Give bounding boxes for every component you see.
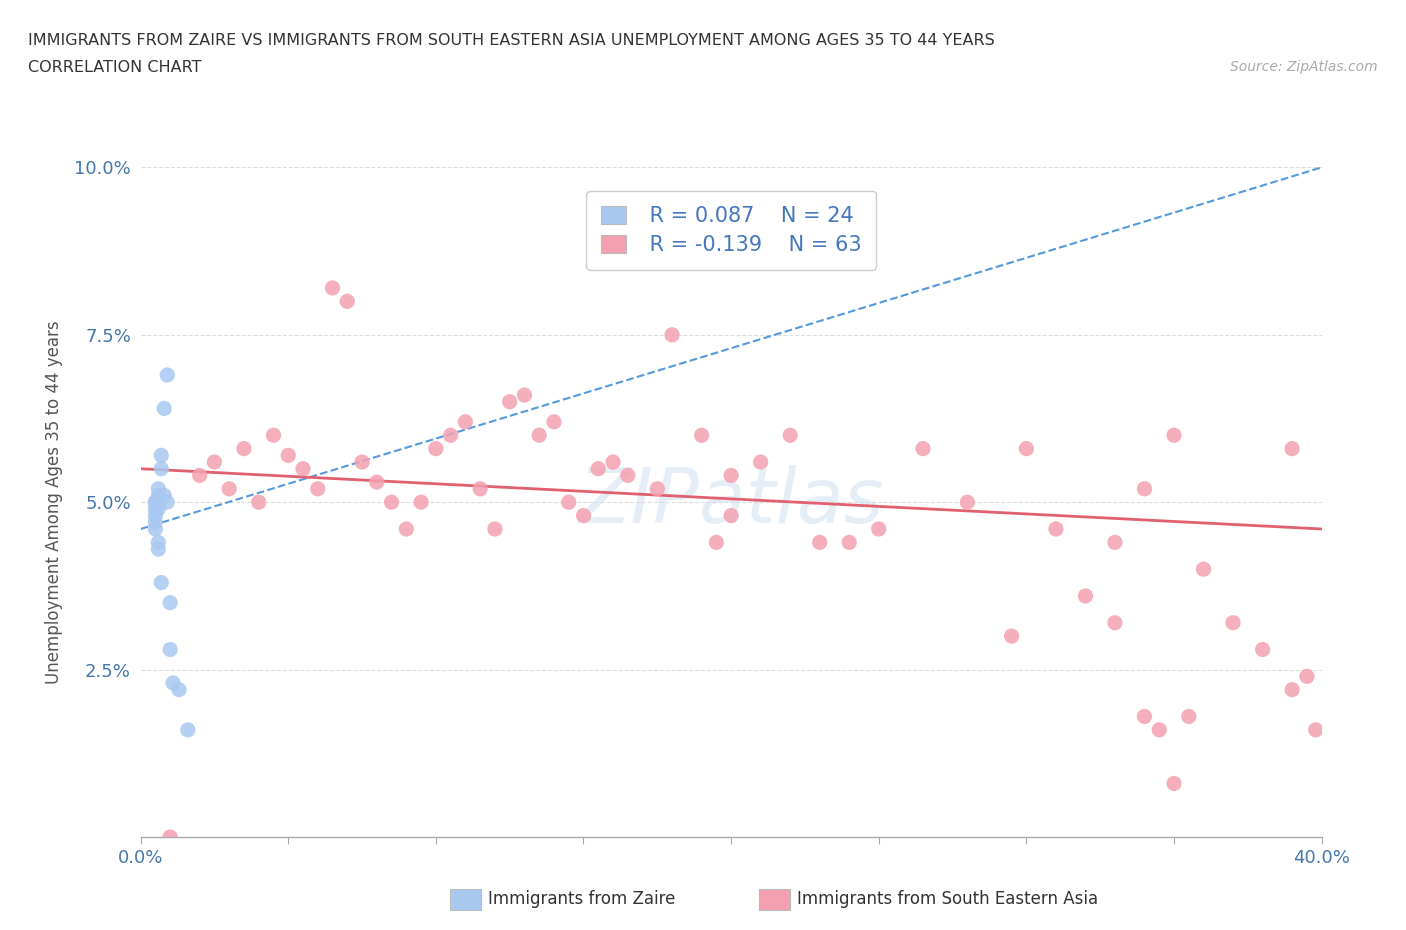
Point xyxy=(557,495,581,510)
Point xyxy=(425,441,447,456)
Point xyxy=(292,461,315,476)
Point xyxy=(513,388,536,403)
Point xyxy=(145,515,166,530)
Point xyxy=(156,495,179,510)
Point xyxy=(148,541,170,556)
Point xyxy=(749,455,772,470)
Point xyxy=(159,595,181,610)
Point xyxy=(1222,616,1244,631)
Point xyxy=(145,495,166,510)
Point xyxy=(145,522,166,537)
Point xyxy=(543,415,565,430)
Point xyxy=(352,455,374,470)
Point xyxy=(572,508,595,523)
Point xyxy=(148,482,170,497)
Point xyxy=(1147,723,1170,737)
Point xyxy=(1045,522,1067,537)
Point xyxy=(720,508,742,523)
Point xyxy=(411,495,433,510)
Point xyxy=(218,482,240,497)
Text: Immigrants from Zaire: Immigrants from Zaire xyxy=(488,890,675,909)
Point xyxy=(188,468,211,483)
Point xyxy=(148,495,170,510)
Text: Source: ZipAtlas.com: Source: ZipAtlas.com xyxy=(1230,60,1378,74)
Point xyxy=(366,474,388,489)
Point xyxy=(1104,616,1126,631)
Point xyxy=(1133,709,1156,724)
Point xyxy=(1163,776,1185,790)
Point xyxy=(321,281,344,296)
Point xyxy=(1163,428,1185,443)
Point xyxy=(645,482,669,497)
Point xyxy=(454,415,477,430)
Point xyxy=(145,501,166,516)
Point xyxy=(202,455,225,470)
Point xyxy=(1281,441,1303,456)
Point xyxy=(307,482,329,497)
Point xyxy=(162,675,184,690)
Point xyxy=(1001,629,1024,644)
Point xyxy=(704,535,728,550)
Y-axis label: Unemployment Among Ages 35 to 44 years: Unemployment Among Ages 35 to 44 years xyxy=(45,321,63,684)
Point xyxy=(690,428,713,443)
Point xyxy=(529,428,551,443)
Point xyxy=(177,723,200,737)
Point xyxy=(150,575,173,590)
Point xyxy=(156,367,179,382)
Point xyxy=(498,394,520,409)
Point xyxy=(588,461,610,476)
Point xyxy=(262,428,284,443)
Text: Immigrants from South Eastern Asia: Immigrants from South Eastern Asia xyxy=(797,890,1098,909)
Point xyxy=(1015,441,1038,456)
Point xyxy=(1305,723,1327,737)
Point xyxy=(720,468,742,483)
Point xyxy=(380,495,404,510)
Point xyxy=(484,522,506,537)
Point xyxy=(336,294,359,309)
Point xyxy=(808,535,831,550)
Point xyxy=(159,642,181,657)
Point xyxy=(1251,642,1274,657)
Point xyxy=(1281,683,1303,698)
Point xyxy=(1074,589,1097,604)
Point xyxy=(150,448,173,463)
Point xyxy=(602,455,624,470)
Point xyxy=(148,501,170,516)
Point xyxy=(153,488,176,503)
Point xyxy=(150,461,173,476)
Text: CORRELATION CHART: CORRELATION CHART xyxy=(28,60,201,75)
Point xyxy=(247,495,270,510)
Point xyxy=(661,327,683,342)
Point xyxy=(1296,669,1319,684)
Text: IMMIGRANTS FROM ZAIRE VS IMMIGRANTS FROM SOUTH EASTERN ASIA UNEMPLOYMENT AMONG A: IMMIGRANTS FROM ZAIRE VS IMMIGRANTS FROM… xyxy=(28,33,995,47)
Point xyxy=(616,468,638,483)
Point xyxy=(1178,709,1201,724)
Point xyxy=(1192,562,1215,577)
Point xyxy=(159,830,181,844)
Legend:  R = 0.087    N = 24,  R = -0.139    N = 63: R = 0.087 N = 24, R = -0.139 N = 63 xyxy=(586,192,876,270)
Point xyxy=(779,428,801,443)
Point xyxy=(145,495,166,510)
Point xyxy=(148,535,170,550)
Point xyxy=(911,441,934,456)
Point xyxy=(145,508,166,523)
Point xyxy=(233,441,256,456)
Point xyxy=(439,428,461,443)
Point xyxy=(148,488,170,503)
Point xyxy=(1133,482,1156,497)
Point xyxy=(153,401,176,416)
Point xyxy=(956,495,979,510)
Point xyxy=(395,522,418,537)
Point xyxy=(277,448,299,463)
Text: ZIPatlas: ZIPatlas xyxy=(578,465,884,539)
Point xyxy=(470,482,492,497)
Point xyxy=(167,683,190,698)
Point xyxy=(838,535,860,550)
Point xyxy=(1104,535,1126,550)
Point xyxy=(868,522,890,537)
